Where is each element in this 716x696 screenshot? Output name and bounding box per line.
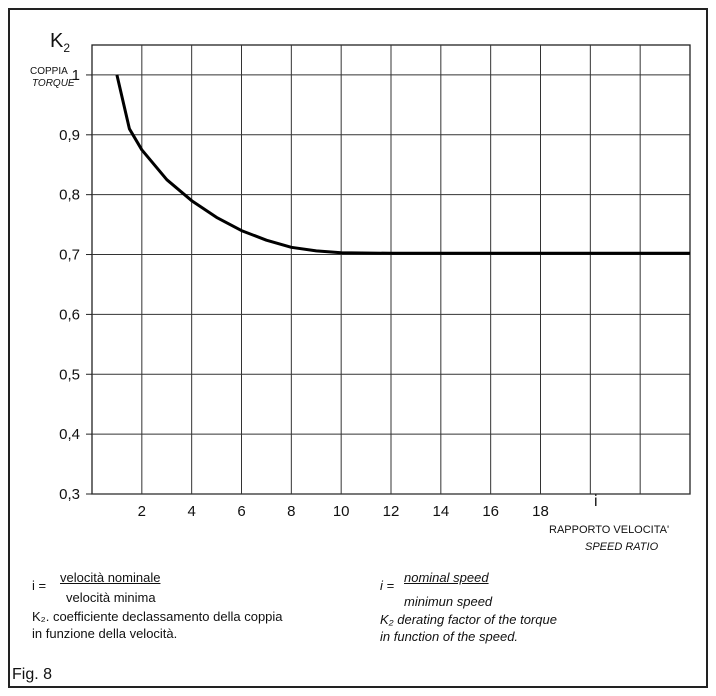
y-tick-label: 0,4 <box>59 426 80 443</box>
y-tick-label: 1 <box>72 67 80 84</box>
x-axis-label-it: RAPPORTO VELOCITA' <box>549 524 670 536</box>
x-tick-label: 8 <box>287 503 295 520</box>
legend-it-denominator: velocità minima <box>66 590 156 605</box>
x-tick-label: 16 <box>482 503 499 520</box>
figure-frame <box>8 8 708 688</box>
legend-en-line2: in function of the speed. <box>380 629 519 644</box>
series-line <box>115 74 690 255</box>
legend-en-numerator: nominal speed <box>404 570 489 585</box>
y-axis-subscript: 2 <box>63 41 71 55</box>
legend-it-formula-lhs: i = <box>32 578 47 593</box>
y-axis-label-it: COPPIA <box>30 66 68 77</box>
x-tick-label: 18 <box>532 503 549 520</box>
y-axis-label-en: TORQUE <box>32 78 75 89</box>
x-axis-symbol: i <box>594 493 598 510</box>
legend-it-numerator: velocità nominale <box>60 570 161 585</box>
legend-it-line2: in funzione della velocità. <box>32 626 178 641</box>
legend-en-denominator: minimun speed <box>404 594 493 609</box>
x-axis-label-en: SPEED RATIO <box>585 541 659 553</box>
x-tick-label: 4 <box>187 503 195 520</box>
y-tick-label: 0,7 <box>59 247 80 264</box>
x-tick-label: 14 <box>432 503 449 520</box>
y-tick-label: 0,9 <box>59 127 80 144</box>
legend-en-line1: K₂ derating factor of the torque <box>380 612 557 627</box>
y-tick-label: 0,3 <box>59 486 80 503</box>
figure-label: Fig. 8 <box>12 666 53 683</box>
legend-it-line1: K₂. coefficiente declassamento della cop… <box>32 609 283 624</box>
x-tick-label: 12 <box>383 503 400 520</box>
y-axis-symbol: K2 <box>50 30 71 55</box>
legend-en-formula-lhs: i = <box>380 578 395 593</box>
y-tick-label: 0,8 <box>59 187 80 204</box>
x-tick-label: 6 <box>237 503 245 520</box>
x-tick-label: 10 <box>333 503 350 520</box>
y-tick-label: 0,6 <box>59 306 80 323</box>
x-tick-label: 2 <box>138 503 146 520</box>
y-tick-label: 0,5 <box>59 366 80 383</box>
